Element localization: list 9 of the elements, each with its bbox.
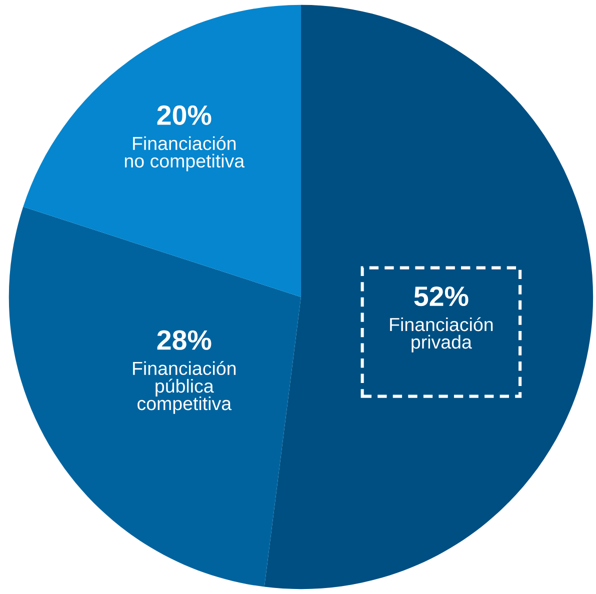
slice-label: Financiación no competitiva <box>124 136 245 172</box>
pie-slice <box>264 4 594 590</box>
data-label: 28% <box>157 330 212 350</box>
pie-slice <box>23 4 301 297</box>
slice-label: Financiación privada <box>390 317 493 352</box>
data-label: 20% <box>157 105 212 126</box>
slice-label: Financiación pública competitiva <box>133 361 236 414</box>
pie-slice <box>8 206 301 587</box>
data-label: 52% <box>414 286 468 306</box>
